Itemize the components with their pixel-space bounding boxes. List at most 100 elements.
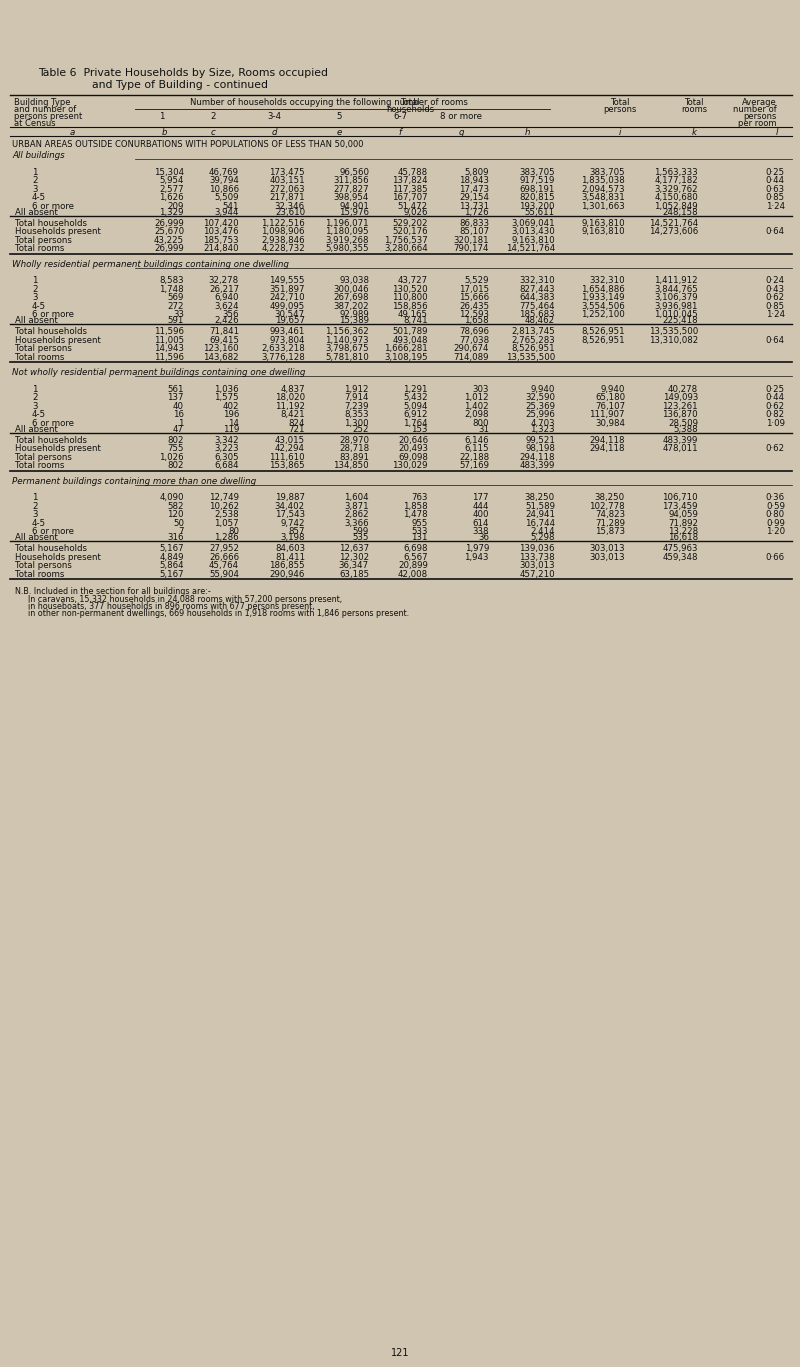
Text: 383,705: 383,705 [590,168,625,176]
Text: 267,698: 267,698 [334,293,369,302]
Text: 133,738: 133,738 [519,552,555,562]
Text: 69,098: 69,098 [398,452,428,462]
Text: 9,163,810: 9,163,810 [582,219,625,227]
Text: 1,411,912: 1,411,912 [654,276,698,284]
Text: 1: 1 [32,276,38,284]
Text: 0·99: 0·99 [766,518,785,528]
Text: 47: 47 [173,425,184,433]
Text: 316: 316 [167,533,184,541]
Text: Wholly residential permanent buildings containing one dwelling: Wholly residential permanent buildings c… [12,260,289,268]
Text: 27,952: 27,952 [209,544,239,554]
Text: Building Type: Building Type [14,98,70,107]
Text: 529,202: 529,202 [393,219,428,227]
Text: 13,228: 13,228 [668,528,698,536]
Text: in other non-permanent dwellings, 669 households in 1,918 rooms with 1,846 perso: in other non-permanent dwellings, 669 ho… [28,610,409,618]
Text: d: d [271,128,277,137]
Text: 0·85: 0·85 [766,302,785,310]
Text: Table 6  Private Households by Size, Rooms occupied: Table 6 Private Households by Size, Room… [38,68,328,78]
Text: 3-4: 3-4 [267,112,281,122]
Text: 137,824: 137,824 [392,176,428,185]
Text: 6,115: 6,115 [464,444,489,452]
Text: f: f [398,128,402,137]
Text: 123,160: 123,160 [203,344,239,353]
Text: 92,989: 92,989 [339,310,369,319]
Text: 644,383: 644,383 [519,293,555,302]
Text: 173,459: 173,459 [662,502,698,510]
Text: and number of: and number of [14,105,76,113]
Text: 300,046: 300,046 [334,284,369,294]
Text: 5,167: 5,167 [159,544,184,554]
Text: 3,223: 3,223 [214,444,239,452]
Text: 28,970: 28,970 [339,436,369,444]
Text: 51,472: 51,472 [398,201,428,211]
Text: 3,798,675: 3,798,675 [326,344,369,353]
Text: i: i [619,128,621,137]
Text: 40,278: 40,278 [668,384,698,394]
Text: 15,666: 15,666 [459,293,489,302]
Text: 139,036: 139,036 [519,544,555,554]
Text: 149,555: 149,555 [270,276,305,284]
Text: 153: 153 [411,425,428,433]
Text: 177: 177 [473,493,489,502]
Text: 402: 402 [222,402,239,410]
Text: 1,943: 1,943 [465,552,489,562]
Text: 119: 119 [222,425,239,433]
Text: Total rooms: Total rooms [15,353,64,361]
Text: 38,250: 38,250 [595,493,625,502]
Text: 5,432: 5,432 [403,392,428,402]
Text: 3,106,379: 3,106,379 [654,293,698,302]
Text: Households present: Households present [15,444,101,452]
Text: 272,063: 272,063 [270,185,305,194]
Text: 1,626: 1,626 [159,193,184,202]
Text: 1,301,663: 1,301,663 [582,201,625,211]
Text: 18,943: 18,943 [459,176,489,185]
Text: 501,789: 501,789 [393,327,428,336]
Text: 1,291: 1,291 [403,384,428,394]
Text: 51,589: 51,589 [525,502,555,510]
Text: 2,765,283: 2,765,283 [511,335,555,344]
Text: 303,013: 303,013 [590,552,625,562]
Text: 0·62: 0·62 [766,444,785,452]
Text: 3: 3 [32,293,38,302]
Text: 1,756,537: 1,756,537 [384,235,428,245]
Text: 294,118: 294,118 [590,444,625,452]
Text: 111,610: 111,610 [270,452,305,462]
Text: 11,596: 11,596 [154,353,184,361]
Text: 0·43: 0·43 [766,284,785,294]
Text: 4-5: 4-5 [32,410,46,420]
Text: 775,464: 775,464 [519,302,555,310]
Text: 39,794: 39,794 [209,176,239,185]
Text: 599: 599 [353,528,369,536]
Text: 81,411: 81,411 [275,552,305,562]
Text: 2: 2 [32,392,38,402]
Text: 15,389: 15,389 [339,316,369,325]
Text: 2,577: 2,577 [159,185,184,194]
Text: 8,526,951: 8,526,951 [511,344,555,353]
Text: 83,891: 83,891 [339,452,369,462]
Text: 802: 802 [167,436,184,444]
Text: 3,069,041: 3,069,041 [511,219,555,227]
Text: 917,519: 917,519 [520,176,555,185]
Text: Total households: Total households [15,436,87,444]
Text: 582: 582 [167,502,184,510]
Text: Total households: Total households [15,327,87,336]
Text: 2,813,745: 2,813,745 [511,327,555,336]
Text: 17,015: 17,015 [459,284,489,294]
Text: 790,174: 790,174 [454,243,489,253]
Text: 973,804: 973,804 [270,335,305,344]
Text: 15,873: 15,873 [595,528,625,536]
Text: 400: 400 [473,510,489,519]
Text: 3,329,762: 3,329,762 [654,185,698,194]
Text: Total rooms: Total rooms [15,461,64,470]
Text: 7,239: 7,239 [345,402,369,410]
Text: 9,940: 9,940 [530,384,555,394]
Text: 43,225: 43,225 [154,235,184,245]
Text: 173,475: 173,475 [270,168,305,176]
Text: 993,461: 993,461 [270,327,305,336]
Text: 110,800: 110,800 [392,293,428,302]
Text: 4-5: 4-5 [32,518,46,528]
Text: 4,703: 4,703 [530,418,555,428]
Text: Total: Total [400,98,420,107]
Text: 5,298: 5,298 [530,533,555,541]
Text: 483,399: 483,399 [520,461,555,470]
